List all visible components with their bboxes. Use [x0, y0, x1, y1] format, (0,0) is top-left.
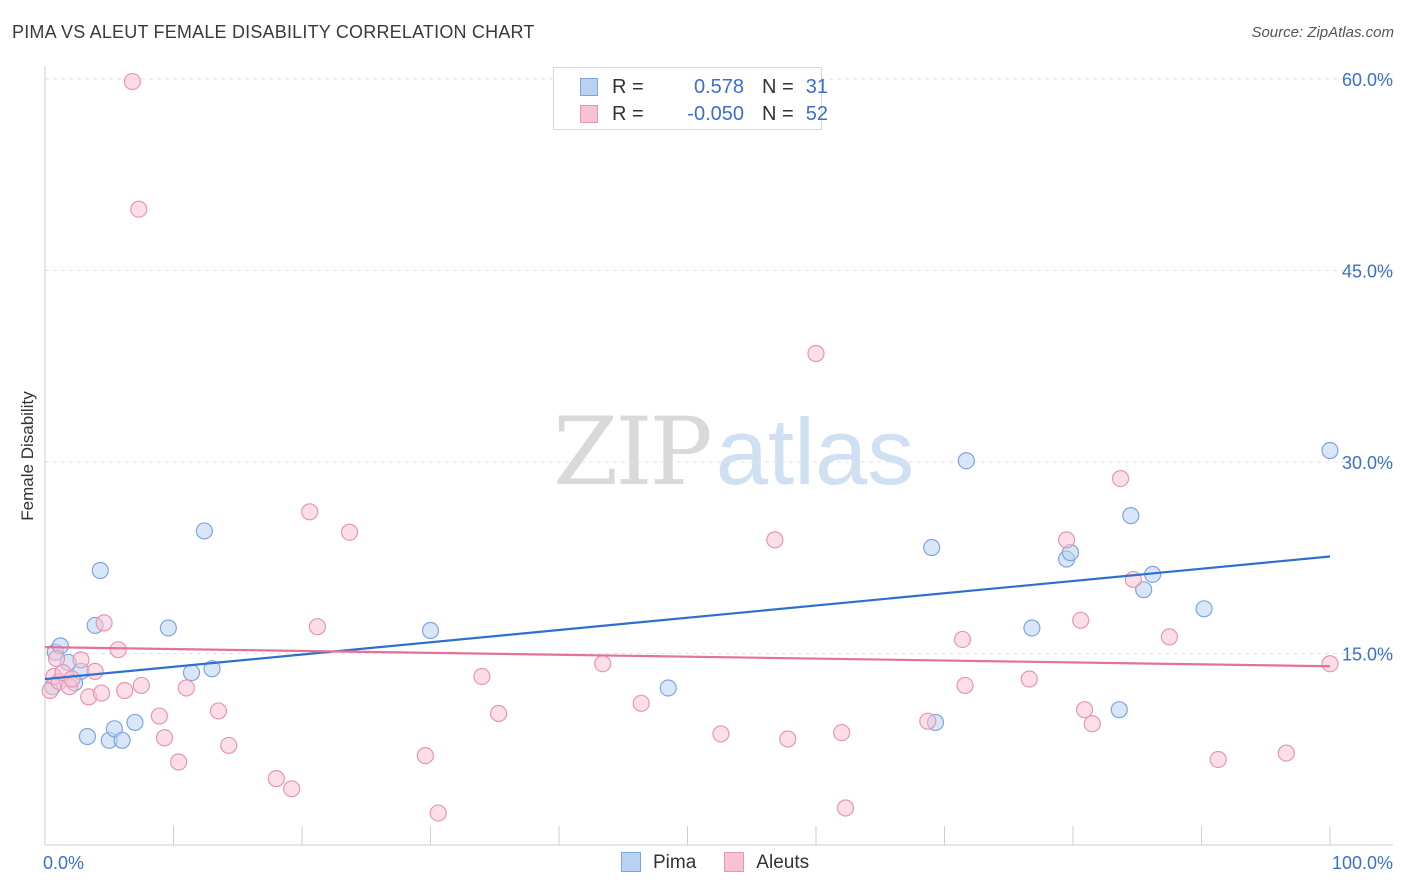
legend-item-pima: Pima	[621, 852, 696, 874]
x-tick-label: 0.0%	[43, 853, 84, 873]
aleut-point	[594, 655, 612, 673]
watermark-atlas: atlas	[715, 399, 915, 504]
n-value: 31	[805, 76, 828, 98]
pima-point	[957, 452, 975, 470]
r-label: R =	[612, 76, 644, 98]
pima-point	[91, 561, 109, 580]
aleuts-swatch	[724, 852, 745, 872]
aleut-point	[953, 630, 972, 649]
aleut-point	[429, 804, 447, 822]
aleut-point	[209, 702, 228, 720]
aleut-point	[283, 780, 301, 798]
pima-point	[159, 619, 177, 637]
y-tick-label: 60.0%	[1342, 70, 1393, 90]
pima-point	[1195, 600, 1213, 618]
legend-label-aleuts: Aleuts	[756, 852, 810, 873]
n-value: 52	[805, 103, 828, 125]
pima-point	[1122, 507, 1140, 525]
aleut-point	[155, 729, 174, 747]
aleut-point	[130, 200, 148, 218]
aleut-point	[177, 679, 195, 697]
pima-swatch	[580, 78, 598, 96]
pima-point	[126, 713, 144, 732]
aleut-point	[220, 736, 238, 755]
aleut-point	[1209, 750, 1227, 769]
pima-swatch	[621, 852, 641, 872]
aleut-point	[919, 712, 937, 730]
aleut-point	[833, 724, 851, 742]
aleut-point	[308, 618, 327, 636]
aleut-point	[1020, 670, 1038, 688]
chart-title: PIMA VS ALEUT FEMALE DISABILITY CORRELAT…	[12, 22, 535, 42]
aleut-point	[1072, 611, 1090, 629]
aleut-point	[1111, 469, 1130, 488]
y-tick-label: 15.0%	[1342, 645, 1393, 665]
aleut-point	[123, 72, 141, 91]
aleut-point	[1160, 628, 1178, 646]
x-tick-label: 100.0%	[1332, 853, 1393, 873]
aleut-point	[1083, 715, 1101, 733]
pima-point	[113, 731, 131, 749]
aleut-point	[95, 614, 113, 632]
watermark-zip: ZIP	[553, 398, 713, 507]
aleut-point	[267, 770, 285, 788]
aleut-point	[132, 676, 150, 695]
aleut-point	[109, 641, 127, 659]
legend-label-pima: Pima	[653, 852, 697, 873]
aleut-point	[956, 676, 974, 695]
aleuts-swatch	[580, 105, 598, 123]
aleut-point	[150, 707, 168, 725]
aleut-point	[473, 667, 491, 686]
pima-point	[923, 538, 941, 557]
series-legend: Pima Aleuts	[621, 852, 837, 876]
aleut-point	[340, 523, 359, 541]
pima-point	[1135, 581, 1153, 599]
pima-point	[195, 522, 213, 540]
aleut-point	[86, 662, 104, 680]
aleut-point	[766, 531, 784, 549]
pima-point	[421, 621, 440, 640]
aleut-point	[47, 650, 66, 668]
aleut-point	[836, 799, 855, 817]
aleut-trend-line	[44, 646, 1331, 668]
pima-point	[659, 679, 677, 697]
aleut-point	[170, 753, 188, 771]
aleut-point	[490, 704, 508, 723]
aleut-point	[72, 651, 90, 669]
aleut-point	[779, 730, 797, 748]
r-value: -0.050	[687, 103, 744, 125]
aleut-point	[1075, 701, 1094, 719]
pima-point	[1110, 701, 1128, 719]
aleut-point	[63, 670, 81, 688]
aleut-point	[1321, 655, 1339, 673]
n-label: N =	[762, 103, 794, 125]
aleut-point	[416, 747, 434, 765]
aleut-point	[92, 684, 111, 702]
legend-item-aleuts: Aleuts	[724, 852, 809, 874]
y-tick-label: 30.0%	[1342, 453, 1393, 473]
aleut-point	[807, 344, 825, 363]
aleut-point	[712, 725, 730, 743]
y-tick-label: 45.0%	[1342, 262, 1393, 282]
pima-point	[1023, 619, 1041, 637]
correlation-legend: R = 0.578 N = 31 R = -0.050 N = 52	[553, 67, 828, 130]
aleut-point	[632, 694, 650, 712]
pima-point	[78, 727, 97, 746]
pima-point	[1321, 441, 1339, 460]
r-label: R =	[612, 103, 644, 125]
aleut-point	[301, 503, 319, 521]
aleut-point	[116, 681, 134, 700]
pima-trend-line	[44, 555, 1331, 681]
pima-point	[203, 660, 221, 678]
watermark: ZIPatlas	[553, 398, 914, 507]
r-value: 0.578	[693, 76, 744, 98]
aleut-point	[1057, 531, 1076, 549]
source-label: Source: ZipAtlas.com	[1251, 24, 1394, 41]
aleut-point	[1277, 744, 1295, 762]
n-label: N =	[762, 76, 794, 98]
pima-point	[182, 664, 201, 682]
